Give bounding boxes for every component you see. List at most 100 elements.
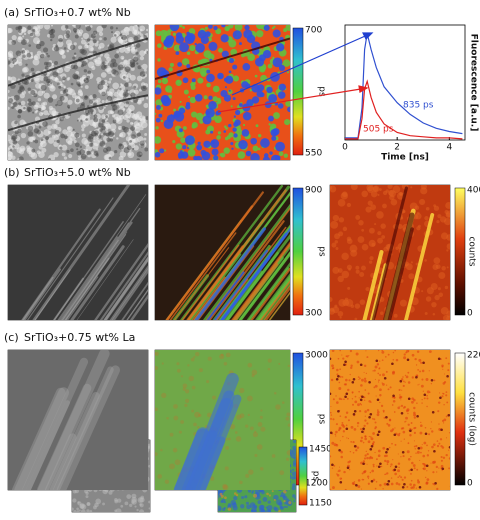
texture [27,125,34,131]
texture [362,441,365,444]
texture [338,426,342,430]
texture [256,90,264,98]
texture [50,38,53,42]
texture [186,146,190,150]
streak [44,433,77,490]
streak [121,281,148,320]
x-axis-label: Time [ns] [381,153,429,163]
texture [339,440,341,442]
texture [373,369,376,372]
texture [416,350,420,353]
texture [340,398,343,401]
texture [189,96,196,104]
texture [342,435,344,438]
texture [272,57,283,68]
texture [431,445,434,449]
texture [125,101,129,105]
texture [397,223,403,230]
texture [258,54,266,62]
texture [64,135,68,140]
texture [11,105,15,110]
texture [87,70,92,75]
texture [283,153,288,158]
colorbar [292,187,304,316]
texture [47,83,50,86]
texture [358,390,360,393]
texture [189,44,196,52]
texture [363,377,367,380]
texture [355,483,358,487]
texture [46,52,49,55]
texture [86,502,91,507]
streak [36,383,92,490]
texture [433,204,437,208]
texture [353,444,357,448]
texture [174,111,185,122]
texture [292,448,296,455]
texture [338,466,341,468]
texture [47,54,50,58]
texture [27,107,33,113]
texture [27,25,32,30]
texture [338,217,345,223]
texture [403,482,406,486]
texture [10,54,14,59]
texture [436,219,440,224]
texture [330,417,333,420]
texture [402,430,406,434]
texture [363,396,366,399]
texture [419,370,422,373]
texture [362,462,365,466]
texture [8,89,10,93]
streak [103,256,148,320]
texture [82,119,85,122]
texture [9,148,13,152]
texture [337,409,340,413]
streak [70,245,125,320]
texture [368,239,376,248]
colorbar-unit: ps [317,86,327,97]
texture [155,352,157,355]
texture [246,395,253,402]
texture [403,407,405,409]
colorbar-unit: counts [467,236,477,266]
streak [181,244,240,320]
texture [407,371,410,374]
texture [101,114,107,120]
texture [41,90,46,94]
texture [376,465,378,467]
texture [406,358,410,362]
texture [359,398,363,402]
texture [256,444,263,450]
texture [173,404,178,409]
texture [91,142,99,150]
texture [129,503,133,508]
texture [418,358,422,362]
texture [291,471,296,477]
texture [21,67,28,73]
texture [440,306,449,315]
texture [402,455,405,458]
texture [33,93,38,98]
texture [97,83,104,90]
texture [345,392,349,396]
texture [12,61,15,65]
texture [339,368,341,371]
texture [136,62,139,65]
texture [182,383,188,389]
image [330,350,450,490]
texture [417,384,419,386]
texture [172,32,176,36]
texture [62,76,66,81]
texture [187,95,191,99]
texture [18,156,24,160]
texture [286,71,290,74]
texture [45,78,51,84]
texture [103,106,106,109]
texture [344,383,348,386]
texture [429,350,432,354]
texture [379,360,381,362]
texture [357,425,359,427]
texture [358,397,360,399]
texture [358,220,364,226]
